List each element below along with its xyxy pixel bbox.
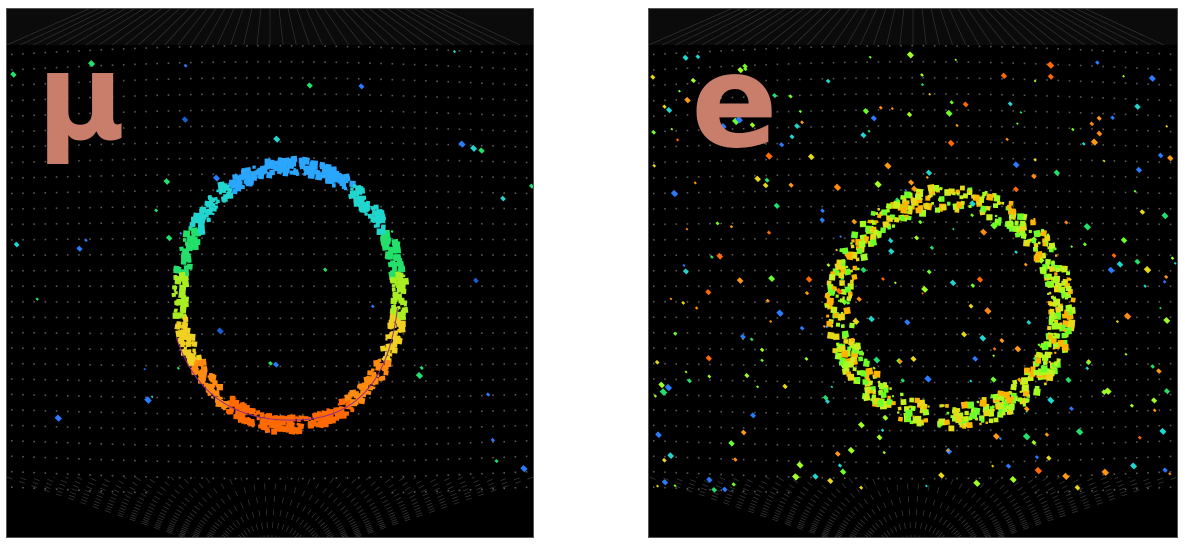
muon-event-display: μ <box>6 8 534 538</box>
pmt-grid <box>649 9 1177 537</box>
electron-event-display: e <box>648 8 1178 538</box>
pmt-grid <box>7 9 533 537</box>
scattered-hits <box>10 50 533 472</box>
muon-hit-map <box>7 9 533 537</box>
cherenkov-ring <box>824 184 1076 431</box>
scattered-hits <box>650 51 1176 492</box>
cherenkov-ring <box>172 156 410 435</box>
electron-hit-map <box>649 9 1177 537</box>
